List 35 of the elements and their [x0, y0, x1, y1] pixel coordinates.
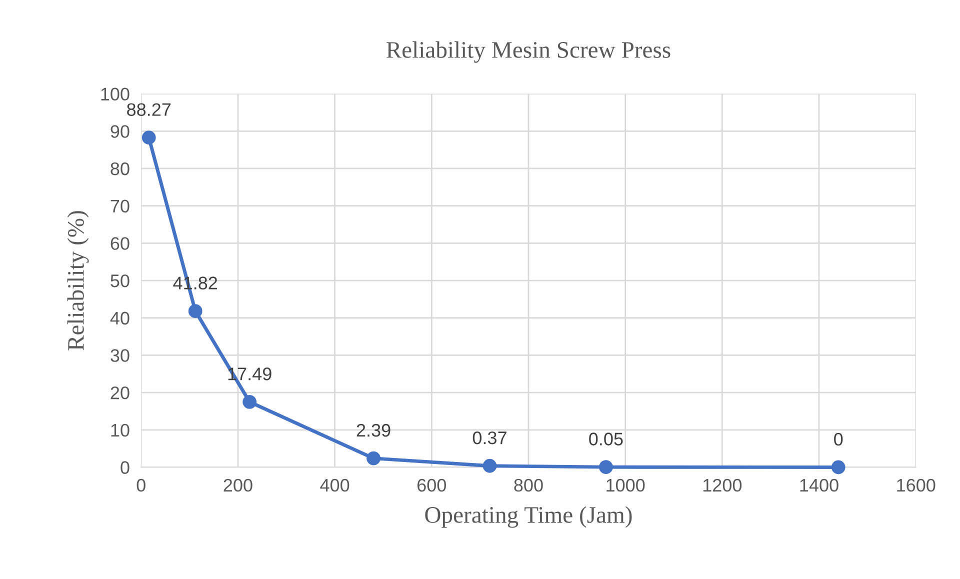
y-tick-label: 50	[110, 274, 130, 288]
y-tick-label: 0	[120, 461, 130, 474]
x-tick-label: 600	[417, 478, 446, 492]
data-label: 88.27	[127, 103, 171, 116]
y-axis-title: Reliability (%)	[67, 211, 89, 350]
x-tick-label: 800	[514, 478, 543, 492]
x-axis-title: Operating Time (Jam)	[425, 506, 632, 528]
data-label: 0.37	[472, 431, 506, 444]
chart-title: Reliability Mesin Screw Press	[386, 41, 670, 63]
y-tick-label: 80	[110, 162, 130, 176]
data-label: 2.39	[356, 424, 390, 437]
x-tick-label: 1400	[800, 478, 838, 492]
data-label: 0	[834, 432, 843, 446]
x-tick-label: 1200	[703, 478, 742, 492]
y-tick-label: 100	[101, 88, 130, 101]
x-tick-label: 1000	[606, 478, 645, 492]
y-tick-label: 10	[111, 424, 130, 437]
data-label: 0.05	[589, 432, 623, 446]
x-tick-label: 200	[224, 478, 252, 492]
point	[366, 451, 380, 466]
y-tick-label: 60	[110, 237, 130, 250]
y-tick-label: 90	[110, 125, 130, 138]
point	[242, 394, 257, 409]
y-tick-label: 30	[110, 349, 130, 362]
point	[599, 460, 613, 474]
point	[482, 458, 497, 473]
y-tick-label: 40	[110, 312, 130, 325]
y-tick-label: 70	[110, 200, 130, 213]
point	[831, 460, 846, 474]
x-tick-label: 0	[136, 478, 146, 492]
point	[188, 304, 202, 318]
point	[142, 130, 156, 145]
x-tick-label: 400	[320, 478, 350, 492]
x-tick-label: 1600	[897, 478, 936, 492]
y-tick-label: 20	[110, 386, 130, 400]
